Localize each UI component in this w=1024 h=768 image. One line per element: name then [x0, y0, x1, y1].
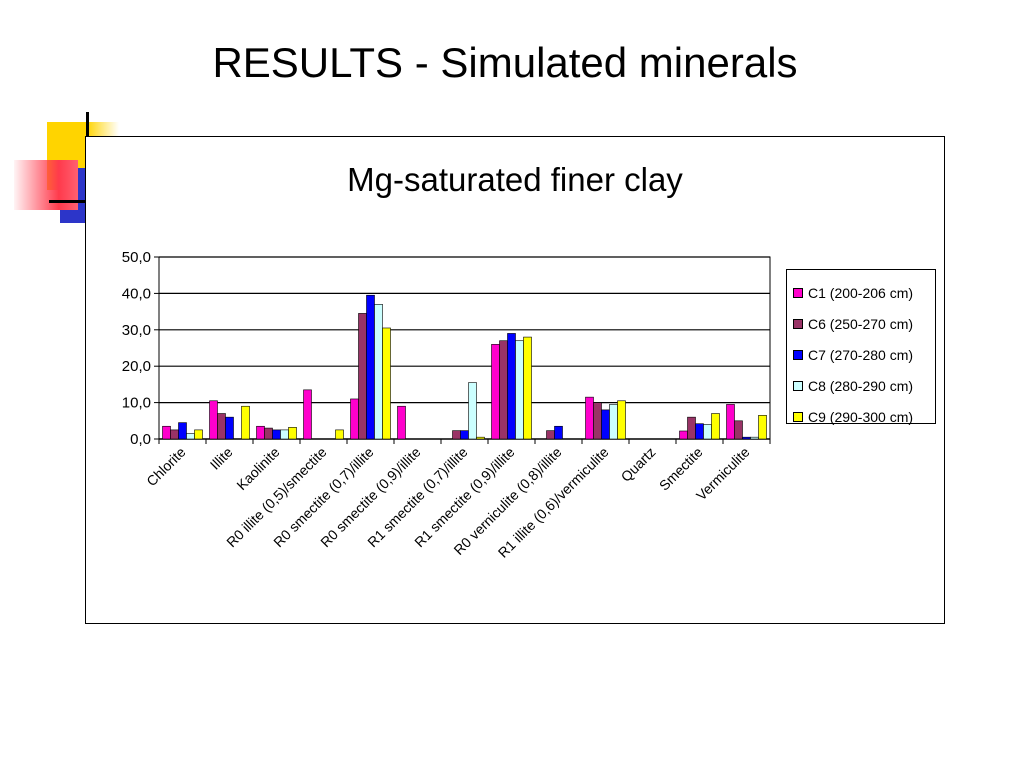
bar: [499, 340, 508, 440]
legend-item: C8 (280-290 cm): [793, 376, 913, 396]
slide-title: RESULTS - Simulated minerals: [212, 39, 798, 86]
chart-title: Mg-saturated finer clay: [347, 161, 683, 198]
bar: [679, 430, 688, 440]
bar: [241, 405, 250, 440]
bar: [452, 430, 461, 440]
legend-item: C9 (290-300 cm): [793, 407, 913, 427]
bar: [264, 427, 273, 440]
bar: [468, 382, 477, 440]
bar: [734, 420, 743, 440]
legend-swatch: [793, 319, 803, 329]
legend-item: C1 (200-206 cm): [793, 283, 913, 303]
y-tick-label: 50,0: [122, 249, 151, 266]
bar: [491, 344, 500, 440]
bar: [515, 340, 524, 440]
x-tick-label: Chlorite: [143, 444, 189, 490]
bar: [476, 436, 485, 440]
bar: [288, 427, 297, 440]
bar: [460, 430, 469, 440]
bar: [758, 415, 767, 440]
y-tick-label: 40,0: [122, 285, 151, 302]
bar: [554, 425, 563, 440]
legend-swatch: [793, 381, 803, 391]
bar: [523, 336, 532, 440]
bar: [194, 429, 203, 440]
bar: [609, 404, 618, 440]
bar: [272, 429, 281, 440]
x-tick-label: Quartz: [618, 444, 659, 485]
bar: [601, 409, 610, 440]
bar: [711, 413, 720, 440]
x-tick-label: Illite: [207, 444, 236, 473]
legend-label: C9 (290-300 cm): [808, 409, 914, 425]
bar: [617, 400, 626, 440]
bar: [217, 413, 226, 440]
chart-legend: C1 (200-206 cm) C6 (250-270 cm) C7 (270-28…: [786, 269, 936, 427]
bar: [695, 423, 704, 440]
legend-swatch: [793, 350, 803, 360]
bar: [303, 389, 312, 440]
bar: [162, 425, 171, 440]
bar: [546, 430, 555, 440]
bar: [507, 333, 516, 440]
legend-item: C7 (270-280 cm): [793, 345, 913, 365]
bar: [225, 416, 234, 440]
decorative-horizontal-line: [49, 200, 109, 203]
bar: [350, 398, 359, 440]
legend-swatch: [793, 288, 803, 298]
bar: [750, 436, 759, 440]
bar: [186, 433, 195, 440]
y-tick-label: 20,0: [122, 358, 151, 375]
bar: [358, 313, 367, 440]
bar: [170, 429, 179, 440]
y-tick-label: 30,0: [122, 322, 151, 339]
legend-label: C1 (200-206 cm): [808, 285, 914, 301]
bar: [178, 422, 187, 440]
legend-swatch: [793, 412, 803, 422]
plot-area: [158, 256, 771, 440]
y-tick-label: 10,0: [122, 395, 151, 412]
bar: [256, 425, 265, 440]
bar: [687, 416, 696, 440]
bar: [742, 436, 751, 440]
bar: [335, 429, 344, 440]
bar: [382, 327, 391, 440]
bar: [585, 396, 594, 440]
bar: [726, 404, 735, 440]
chart-frame: Mg-saturated finer clay 0,0 10,0 20,0 30,0 4…: [85, 136, 945, 624]
bar: [209, 400, 218, 440]
legend-label: C8 (280-290 cm): [808, 378, 914, 394]
legend-label: C7 (270-280 cm): [808, 347, 914, 363]
bar: [280, 429, 289, 440]
bar: [397, 405, 406, 440]
legend-label: C6 (250-270 cm): [808, 316, 914, 332]
bar: [593, 402, 602, 440]
legend-item: C6 (250-270 cm): [793, 314, 913, 334]
y-tick-label: 0,0: [130, 431, 151, 448]
bar: [366, 294, 375, 440]
bar: [374, 304, 383, 440]
bar: [703, 424, 712, 440]
